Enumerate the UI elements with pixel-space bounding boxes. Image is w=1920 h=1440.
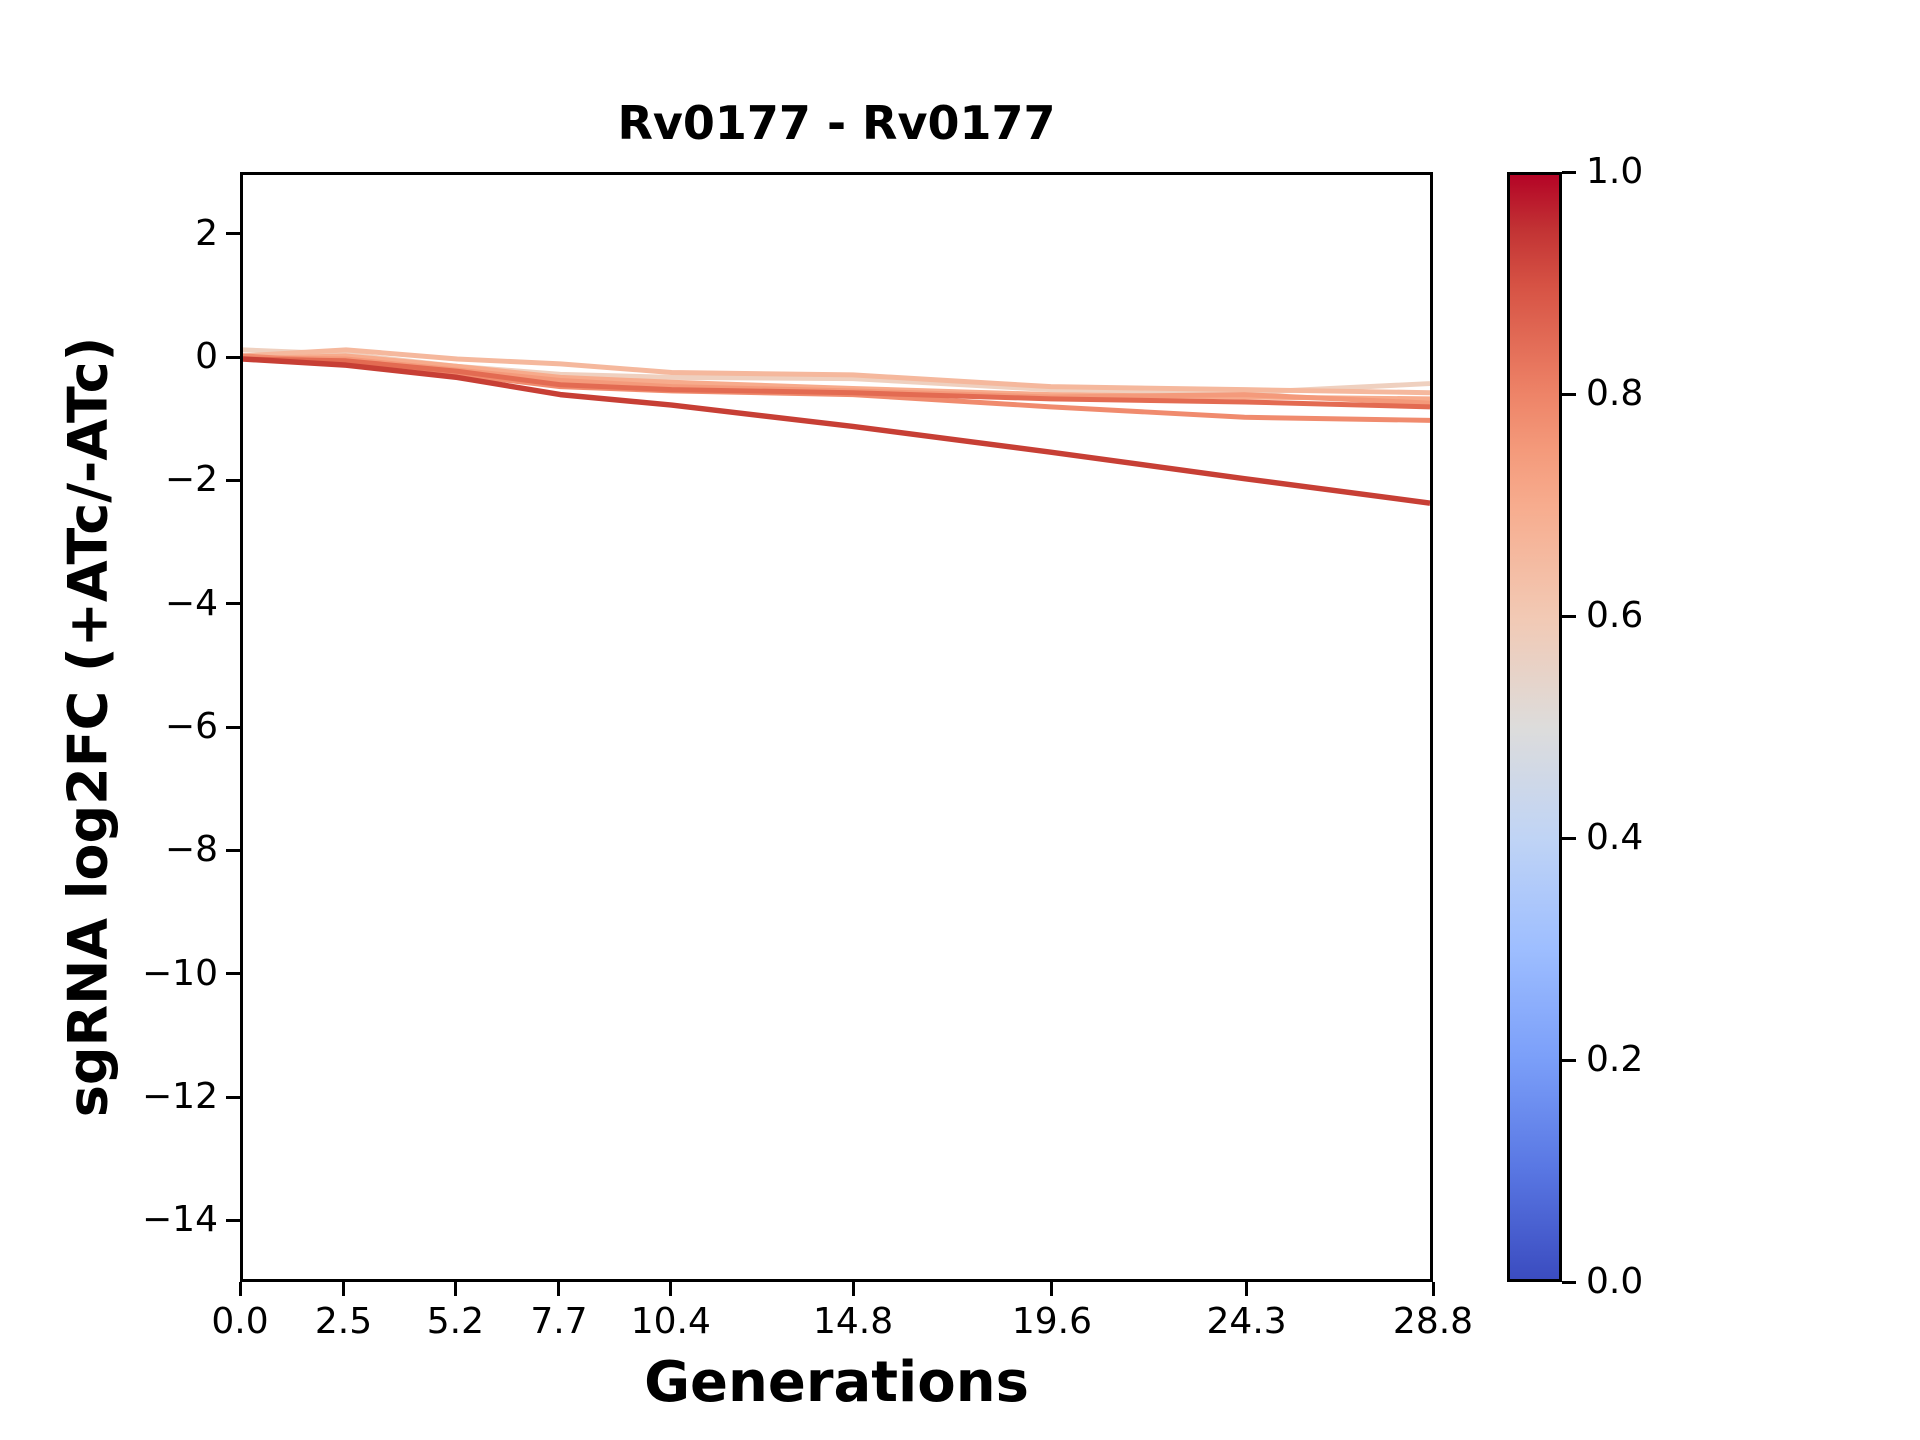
x-tick-label: 19.6 <box>1011 1301 1092 1342</box>
colorbar-tick-mark <box>1562 836 1576 840</box>
y-tick-mark <box>226 355 240 359</box>
series-line-sgRNA-2 <box>243 347 1430 396</box>
y-tick-mark <box>226 1218 240 1222</box>
colorbar-tick-label: 0.6 <box>1586 595 1644 636</box>
y-tick-label: 2 <box>195 212 218 254</box>
y-tick-mark <box>226 232 240 236</box>
x-tick-label: 7.7 <box>530 1301 588 1342</box>
colorbar-tick-label: 0.8 <box>1586 373 1644 414</box>
colorbar-tick-mark <box>1562 392 1576 396</box>
colorbar-tick-label: 0.4 <box>1586 817 1644 858</box>
colorbar-gradient <box>1510 175 1559 1279</box>
y-tick-label: −14 <box>142 1199 218 1241</box>
y-tick-label: −2 <box>164 459 218 501</box>
x-tick-mark <box>453 1282 457 1296</box>
x-tick-label: 24.3 <box>1206 1301 1287 1342</box>
y-tick-mark <box>226 972 240 976</box>
colorbar-tick-mark <box>1562 1058 1576 1062</box>
x-tick-label: 28.8 <box>1392 1301 1474 1342</box>
colorbar-tick-mark <box>1562 614 1576 618</box>
y-tick-label: −6 <box>164 706 218 747</box>
series-line-sgRNA-7 <box>243 356 1430 506</box>
y-tick-label: −12 <box>142 1076 218 1117</box>
x-tick-mark <box>1050 1282 1054 1296</box>
x-tick-mark <box>669 1282 673 1296</box>
x-tick-label: 5.2 <box>426 1301 485 1342</box>
x-tick-mark <box>557 1282 561 1296</box>
series-line-sgRNA-6 <box>243 356 1430 410</box>
x-tick-mark <box>851 1282 855 1296</box>
y-tick-mark <box>226 725 240 729</box>
chart-title: Rv0177 - Rv0177 <box>617 96 1056 150</box>
x-tick-mark <box>1245 1282 1249 1296</box>
x-tick-label: 0.0 <box>211 1301 269 1342</box>
colorbar-tick-label: 1.0 <box>1586 151 1644 192</box>
x-tick-label: 10.4 <box>630 1301 711 1342</box>
colorbar-tick-label: 0.0 <box>1586 1261 1644 1302</box>
plot-area <box>240 172 1433 1282</box>
x-tick-label: 2.5 <box>314 1301 373 1342</box>
colorbar <box>1507 172 1562 1282</box>
colorbar-tick-mark <box>1562 170 1576 174</box>
series-lines-canvas <box>243 347 1430 506</box>
y-tick-mark <box>226 1095 240 1099</box>
y-tick-label: −10 <box>142 952 218 994</box>
x-axis-label: Generations <box>644 1350 1029 1415</box>
y-tick-mark <box>226 602 240 606</box>
x-tick-mark <box>238 1282 242 1296</box>
y-tick-label: −4 <box>164 582 218 624</box>
x-tick-mark <box>1431 1282 1435 1296</box>
x-tick-label: 14.8 <box>812 1301 894 1342</box>
y-tick-mark <box>226 478 240 482</box>
y-tick-label: 0 <box>195 336 218 377</box>
y-tick-mark <box>226 848 240 852</box>
y-tick-label: −8 <box>164 829 218 871</box>
colorbar-tick-mark <box>1562 1280 1576 1284</box>
colorbar-tick-label: 0.2 <box>1586 1039 1644 1080</box>
x-tick-mark <box>342 1282 346 1296</box>
